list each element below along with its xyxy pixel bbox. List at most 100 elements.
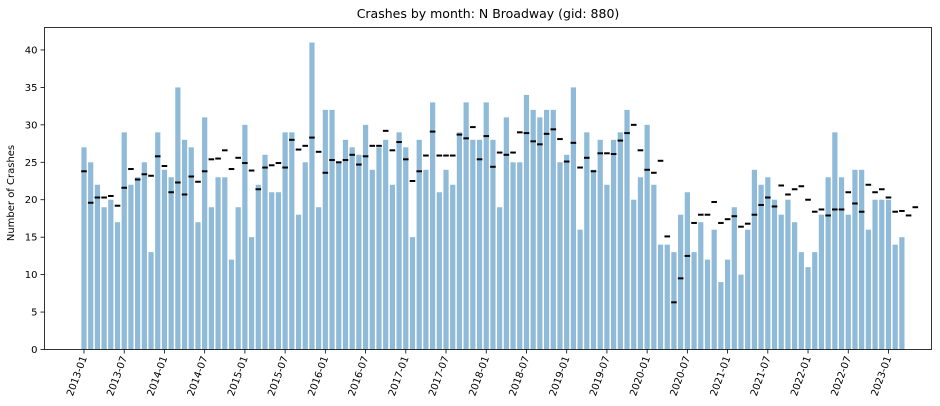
bar (490, 139, 496, 350)
bar (275, 192, 282, 350)
x-tick-label: 2013-07 (105, 355, 130, 398)
y-tick-label: 15 (25, 233, 38, 244)
bar (597, 139, 603, 350)
bar (818, 214, 825, 350)
bar (228, 259, 235, 350)
bar (517, 162, 523, 350)
bar (637, 177, 644, 350)
y-tick-label: 10 (25, 270, 38, 281)
bar (825, 177, 831, 350)
bar (557, 162, 563, 350)
x-tick-label: 2019-07 (588, 355, 613, 398)
bar (430, 102, 436, 350)
bar (651, 184, 657, 350)
bar (859, 169, 865, 350)
y-tick-label: 25 (25, 158, 38, 169)
bar (711, 229, 717, 350)
bar (691, 252, 697, 350)
bar (885, 199, 892, 350)
bar (188, 147, 194, 350)
bar (155, 132, 161, 350)
bar (403, 147, 409, 350)
bar (792, 222, 798, 350)
x-tick-label: 2017-01 (387, 355, 412, 398)
bar (879, 199, 885, 350)
bar (570, 87, 576, 350)
y-tick-label: 40 (25, 45, 38, 56)
bar (242, 124, 248, 350)
bar (195, 222, 201, 350)
bar (631, 199, 637, 350)
bar (356, 154, 362, 350)
y-tick-label: 0 (31, 345, 37, 356)
y-axis: 0 5 10 15 20 25 30 35 40 (25, 45, 45, 356)
y-axis-label: Number of Crashes (6, 145, 17, 241)
y-tick-label: 20 (25, 195, 38, 206)
bar (436, 192, 442, 350)
bar (101, 207, 107, 350)
bar (724, 259, 731, 350)
bar (497, 207, 503, 350)
bar (738, 274, 744, 350)
bar (611, 139, 617, 350)
x-tick-label: 2019-01 (548, 355, 573, 398)
bar (450, 184, 456, 350)
x-tick-label: 2015-07 (266, 355, 291, 398)
bar (141, 162, 147, 350)
bar (872, 199, 878, 350)
bar (523, 94, 530, 350)
bar (671, 252, 677, 350)
bar (590, 169, 597, 350)
bar (617, 132, 623, 350)
bar (295, 214, 302, 350)
bar (664, 244, 670, 350)
bar (342, 139, 349, 350)
bar (899, 237, 905, 350)
bar (564, 154, 570, 350)
bar (302, 162, 308, 350)
bar (456, 132, 463, 350)
bar (255, 184, 261, 350)
bar (202, 117, 208, 350)
bar (503, 117, 509, 350)
bar (249, 237, 255, 350)
x-tick-label: 2016-07 (347, 355, 372, 398)
bar (463, 102, 469, 350)
bar (262, 154, 268, 350)
bar (148, 252, 154, 350)
bar (657, 244, 664, 350)
average-markers-group (81, 123, 919, 304)
bar (543, 109, 550, 350)
bar (892, 244, 898, 350)
x-tick-label: 2014-07 (186, 355, 211, 398)
bar (644, 124, 650, 350)
bar (128, 184, 134, 350)
bar (624, 109, 630, 350)
bar (289, 132, 295, 350)
bar (181, 139, 188, 350)
bar (114, 222, 121, 350)
x-tick-label: 2022-01 (789, 355, 814, 398)
bar (684, 192, 690, 350)
bar (483, 102, 489, 350)
bar (316, 207, 322, 350)
bars-group (81, 42, 905, 350)
bar (369, 169, 375, 350)
x-tick-label: 2015-01 (226, 355, 251, 398)
bar (550, 109, 556, 350)
bar (108, 199, 114, 350)
bar (443, 169, 449, 350)
bar (758, 184, 764, 350)
bar (383, 139, 389, 350)
bar (731, 207, 737, 350)
x-axis: 2013-01 2013-07 2014-01 2014-07 2015-01 2015-… (65, 349, 895, 398)
y-tick-label: 30 (25, 120, 38, 131)
x-tick-label: 2013-01 (65, 355, 90, 398)
bar (778, 214, 784, 350)
bar (470, 139, 476, 350)
x-tick-label: 2023-01 (870, 355, 895, 398)
bar (208, 207, 214, 350)
y-tick-label: 35 (25, 83, 38, 94)
bar (81, 147, 87, 350)
